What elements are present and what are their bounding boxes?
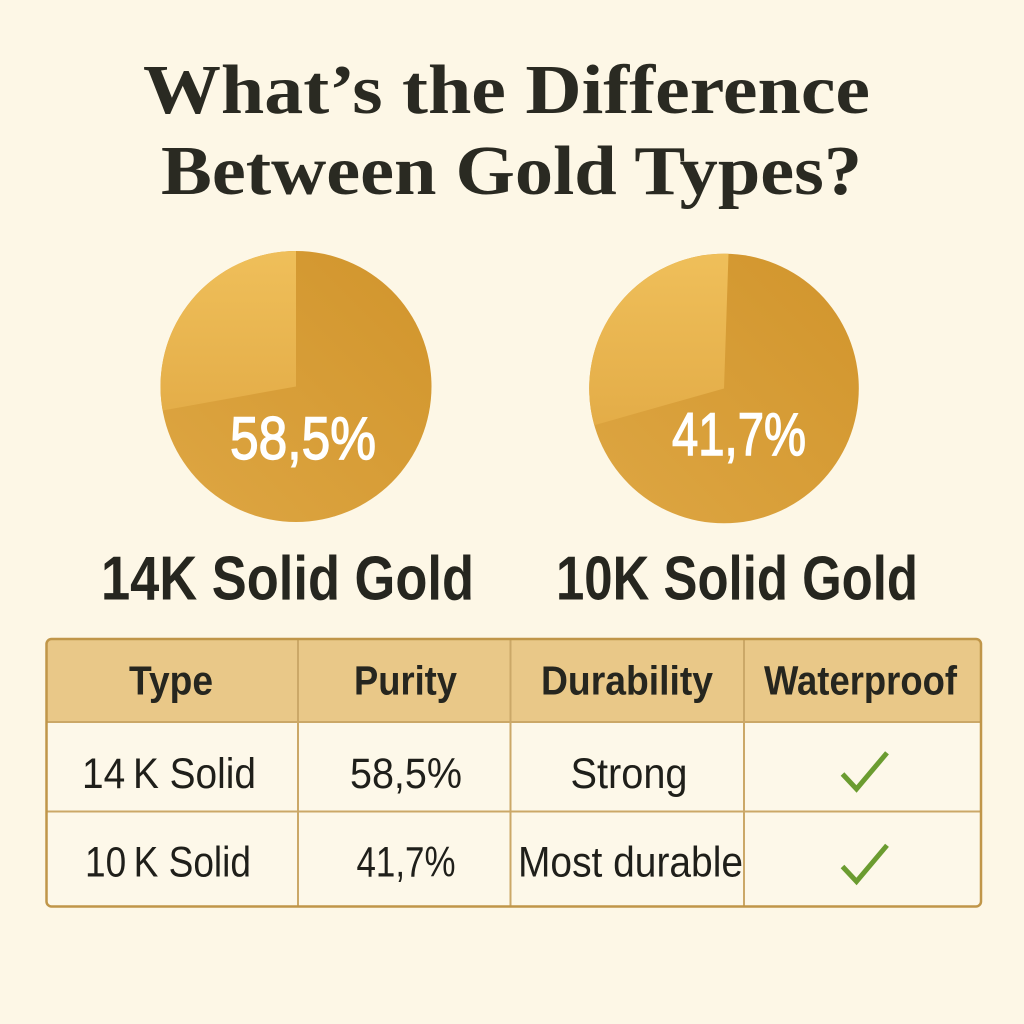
svg-text:Durability: Durability — [541, 658, 713, 704]
svg-text:Strong: Strong — [571, 750, 688, 798]
svg-text:Type: Type — [129, 658, 213, 704]
svg-text:Most durable: Most durable — [518, 839, 743, 887]
svg-text:What’s the Difference: What’s the Difference — [143, 52, 870, 129]
svg-text:14K Solid Gold: 14K Solid Gold — [101, 545, 474, 614]
svg-text:41,7%: 41,7% — [357, 839, 456, 887]
svg-text:Purity: Purity — [354, 658, 457, 704]
svg-text:58,5%: 58,5% — [230, 405, 376, 472]
svg-text:14 K Solid: 14 K Solid — [82, 750, 256, 798]
svg-text:41,7%: 41,7% — [672, 401, 806, 468]
svg-text:10 K Solid: 10 K Solid — [85, 839, 251, 887]
svg-text:58,5%: 58,5% — [350, 750, 462, 798]
svg-text:Between Gold Types?: Between Gold Types? — [161, 133, 862, 210]
svg-text:10K Solid Gold: 10K Solid Gold — [556, 545, 918, 614]
svg-text:Waterproof: Waterproof — [764, 658, 957, 704]
